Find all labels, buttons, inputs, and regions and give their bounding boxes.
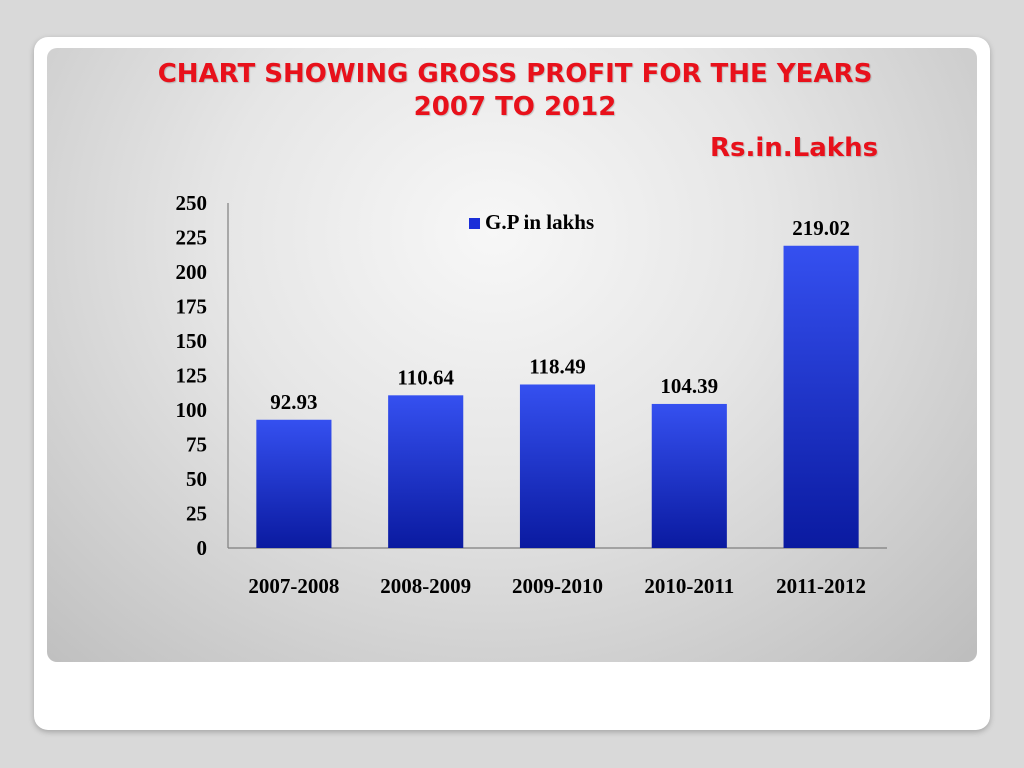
data-label: 118.49 [529,354,586,378]
legend-swatch [469,218,480,229]
x-tick-label: 2008-2009 [380,574,471,598]
bar [388,395,464,548]
chart-title-line-2: 2007 TO 2012 [413,92,617,122]
bar [256,419,332,548]
data-label: 110.64 [397,365,454,389]
y-tick-label: 50 [186,467,207,491]
x-tick-label: 2011-2012 [776,574,866,598]
y-tick-label: 200 [176,260,208,284]
y-tick-label: 150 [176,329,208,353]
y-tick-label: 0 [197,536,208,560]
bar-chart: 0 25 50 75 100 125 150 175 200 225 250 92.93 2007-2… [176,191,887,598]
data-label: 104.39 [660,374,718,398]
x-tick-label: 2007-2008 [248,574,339,598]
y-tick-label: 75 [186,433,207,457]
bar [783,245,859,549]
y-tick-label: 100 [176,398,208,422]
y-tick-label: 125 [176,364,208,388]
chart-panel: CHART SHOWING GROSS PROFIT FOR THE YEARS… [47,48,977,662]
data-label: 219.02 [792,216,850,240]
bar [651,403,727,548]
x-tick-label: 2010-2011 [644,574,734,598]
y-tick-label: 225 [176,226,208,250]
legend-label: G.P in lakhs [485,210,594,234]
unit-note: Rs.in.Lakhs [710,133,879,163]
chart-title: CHART SHOWING GROSS PROFIT FOR THE YEARS… [47,58,977,124]
x-tick-label: 2009-2010 [512,574,603,598]
y-tick-label: 250 [176,191,208,215]
data-label: 92.93 [270,390,317,414]
y-tick-label: 175 [176,295,208,319]
chart-title-line-1: CHART SHOWING GROSS PROFIT FOR THE YEARS [157,59,873,89]
y-tick-label: 25 [186,502,207,526]
bar [519,384,596,548]
